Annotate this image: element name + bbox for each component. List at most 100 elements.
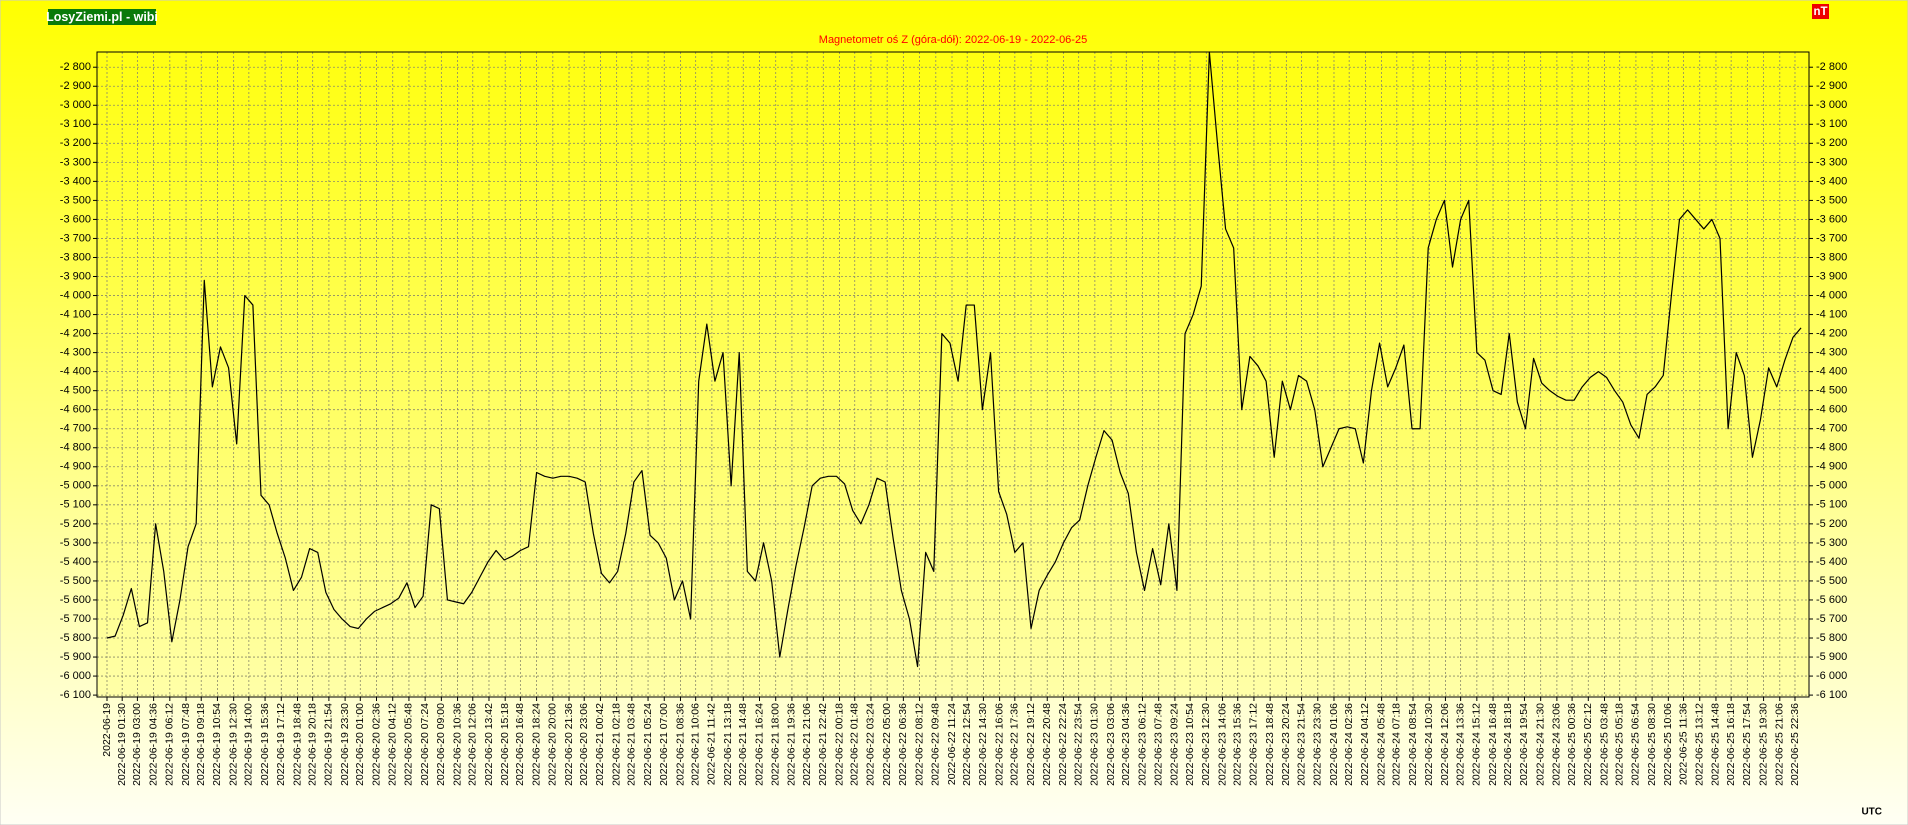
- y2-tick-label: -2 800: [1816, 61, 1847, 73]
- x-tick-label: 2022-06-25 22:36: [1789, 703, 1801, 786]
- y2-tick-label: -5 500: [1816, 575, 1847, 587]
- series: [106, 51, 1802, 668]
- y-tick-label: -5 400: [60, 556, 91, 568]
- y-tick-label: -3 400: [60, 175, 91, 187]
- x-tick-label: 2022-06-19 18:48: [291, 703, 303, 786]
- x-tick-label: 2022-06-19 12:30: [227, 703, 239, 786]
- x-tick-label: 2022-06-24 12:06: [1439, 703, 1451, 786]
- x-tick-label: 2022-06-20 16:48: [514, 703, 526, 786]
- y2-tick-label: -3 400: [1816, 175, 1847, 187]
- x-tick-label: 2022-06-24 21:30: [1534, 703, 1546, 786]
- x-tick-label: 2022-06-25 10:06: [1662, 703, 1674, 786]
- x-tick-label: 2022-06-19 04:36: [147, 703, 159, 786]
- x-tick-label: 2022-06-23 10:54: [1184, 703, 1196, 786]
- x-tick-label: 2022-06-22 01:48: [849, 703, 861, 786]
- y2-tick-label: -4 400: [1816, 366, 1847, 378]
- y2-tick-label: -4 300: [1816, 347, 1847, 359]
- y-tick-label: -4 600: [60, 404, 91, 416]
- x-tick-label: 2022-06-19 15:36: [259, 703, 271, 786]
- x-tick-label: 2022-06-22 00:18: [833, 703, 845, 786]
- tick-labels: -2 800 -2 800 -2 900 -2 900 -3 000 -3 000 -3 1…: [60, 61, 1847, 786]
- x-tick-label: 2022-06-25 16:18: [1725, 703, 1737, 786]
- x-tick-label: 2022-06-23 09:24: [1169, 703, 1181, 786]
- x-tick-label: 2022-06-25 00:36: [1566, 703, 1578, 786]
- x-tick-label: 2022-06-24 01:06: [1328, 703, 1340, 786]
- y2-tick-label: -4 200: [1816, 327, 1847, 339]
- y-tick-label: -3 200: [60, 137, 91, 149]
- x-tick-label: 2022-06-20 23:06: [578, 703, 590, 786]
- x-tick-label: 2022-06-24 02:36: [1343, 703, 1355, 786]
- x-tick-label: 2022-06-25 14:48: [1710, 703, 1722, 786]
- y2-tick-label: -4 700: [1816, 423, 1847, 435]
- y-tick-label: -2 800: [60, 61, 91, 73]
- x-tick-label: 2022-06-19: [101, 703, 113, 757]
- x-tick-label: 2022-06-21 02:18: [610, 703, 622, 786]
- y2-tick-label: -3 600: [1816, 213, 1847, 225]
- x-tick-label: 2022-06-23 01:30: [1089, 703, 1101, 786]
- y2-tick-label: -4 900: [1816, 461, 1847, 473]
- x-tick-label: 2022-06-23 15:36: [1232, 703, 1244, 786]
- x-tick-label: 2022-06-22 23:54: [1072, 703, 1084, 786]
- x-tick-label: 2022-06-23 23:30: [1312, 703, 1324, 786]
- x-tick-label: 2022-06-20 01:00: [354, 703, 366, 786]
- y2-tick-label: -4 100: [1816, 308, 1847, 320]
- y2-tick-label: -3 200: [1816, 137, 1847, 149]
- grid: [93, 52, 1813, 701]
- y2-tick-label: -4 500: [1816, 385, 1847, 397]
- y2-tick-label: -5 600: [1816, 594, 1847, 606]
- x-tick-label: 2022-06-25 03:48: [1598, 703, 1610, 786]
- x-tick-label: 2022-06-21 11:42: [706, 703, 718, 785]
- source-text: LosyZiemi.pl - wibi: [46, 10, 158, 24]
- y-tick-label: -3 900: [60, 270, 91, 282]
- x-tick-label: 2022-06-24 16:48: [1487, 703, 1499, 786]
- x-tick-label: 2022-06-23 03:06: [1105, 703, 1117, 786]
- source-badge: [48, 9, 156, 25]
- x-tick-label: 2022-06-23 07:48: [1152, 703, 1164, 786]
- y2-tick-label: -5 400: [1816, 556, 1847, 568]
- x-tick-label: 2022-06-24 18:18: [1502, 703, 1514, 786]
- x-tick-label: 2022-06-22 09:48: [930, 703, 942, 786]
- x-tick-label: 2022-06-25 05:18: [1613, 703, 1625, 786]
- x-tick-label: 2022-06-20 21:36: [563, 703, 575, 786]
- y2-tick-label: -3 300: [1816, 156, 1847, 168]
- x-tick-label: 2022-06-23 17:12: [1248, 703, 1260, 786]
- x-tick-label: 2022-06-25 17:54: [1741, 703, 1753, 786]
- y2-tick-label: -5 800: [1816, 632, 1847, 644]
- x-tick-label: 2022-06-19 10:54: [211, 703, 223, 786]
- x-tick-label: 2022-06-25 06:54: [1630, 703, 1642, 786]
- y-tick-label: -5 100: [60, 499, 91, 511]
- x-tick-label: 2022-06-21 16:24: [753, 703, 765, 786]
- x-tick-label: 2022-06-25 08:30: [1646, 703, 1658, 786]
- x-tick-label: 2022-06-20 15:18: [499, 703, 511, 786]
- x-tick-label: 2022-06-20 04:12: [387, 703, 399, 786]
- x-tick-label: 2022-06-23 20:24: [1280, 703, 1292, 786]
- x-tick-label: 2022-06-22 17:36: [1009, 703, 1021, 786]
- y-tick-label: -3 000: [60, 99, 91, 111]
- y2-tick-label: -5 300: [1816, 537, 1847, 549]
- x-tick-label: 2022-06-23 14:06: [1216, 703, 1228, 786]
- y2-tick-label: -5 900: [1816, 651, 1847, 663]
- y-tick-label: -4 200: [60, 327, 91, 339]
- y-tick-label: -4 300: [60, 347, 91, 359]
- x-tick-label: 2022-06-25 19:30: [1757, 703, 1769, 786]
- y2-tick-label: -3 900: [1816, 270, 1847, 282]
- y2-tick-label: -3 700: [1816, 232, 1847, 244]
- y-tick-label: -4 000: [60, 289, 91, 301]
- x-tick-label: 2022-06-21 18:00: [769, 703, 781, 786]
- chart-title: Magnetometr oś Z (góra-dół): 2022-06-19 …: [819, 34, 1087, 46]
- x-tick-label: 2022-06-23 04:36: [1120, 703, 1132, 786]
- x-tick-label: 2022-06-19 01:30: [116, 703, 128, 786]
- x-tick-label: 2022-06-24 07:18: [1391, 703, 1403, 786]
- y2-tick-label: -5 000: [1816, 480, 1847, 492]
- y-tick-label: -4 900: [60, 461, 91, 473]
- x-tick-label: 2022-06-23 06:12: [1136, 703, 1148, 786]
- plot-area: [97, 52, 1809, 697]
- x-tick-label: 2022-06-19 23:30: [339, 703, 351, 786]
- x-axis-label: UTC: [1861, 807, 1882, 818]
- x-tick-label: 2022-06-20 05:48: [403, 703, 415, 786]
- x-tick-label: 2022-06-23 21:54: [1295, 703, 1307, 786]
- x-tick-label: 2022-06-24 08:54: [1407, 703, 1419, 786]
- y2-tick-label: -5 100: [1816, 499, 1847, 511]
- y-tick-label: -3 100: [60, 118, 91, 130]
- x-tick-label: 2022-06-20 18:24: [530, 703, 542, 786]
